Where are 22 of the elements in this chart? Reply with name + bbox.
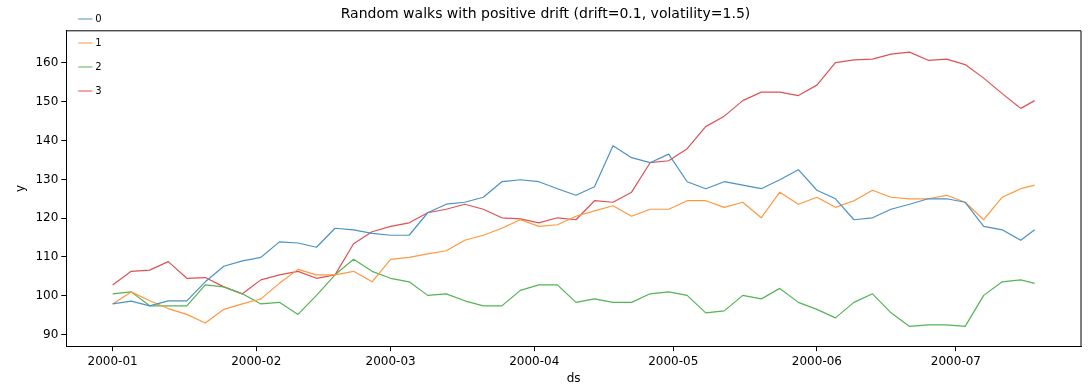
x-tick-label: 2000-06 xyxy=(791,353,842,368)
y-tick-label: 90 xyxy=(43,326,59,341)
legend-label: 3 xyxy=(95,84,102,96)
x-tick-label: 2000-03 xyxy=(365,353,416,368)
x-tick-label: 2000-04 xyxy=(509,353,560,368)
y-tick-label: 120 xyxy=(35,210,59,225)
y-tick-label: 160 xyxy=(35,55,59,70)
legend-label: 2 xyxy=(95,60,102,72)
x-tick-label: 2000-05 xyxy=(648,353,699,368)
chart-title: Random walks with positive drift (drift=0.1, volatility=1.5) xyxy=(340,5,751,22)
legend-label: 1 xyxy=(95,36,102,48)
y-tick-label: 140 xyxy=(35,132,59,147)
y-tick-label: 150 xyxy=(35,93,59,108)
x-tick-label: 2000-07 xyxy=(930,353,981,368)
y-tick-label: 100 xyxy=(35,287,59,302)
legend-label: 0 xyxy=(95,12,102,24)
x-tick-label: 2000-01 xyxy=(87,353,138,368)
x-tick-label: 2000-02 xyxy=(231,353,282,368)
y-tick-label: 110 xyxy=(35,249,59,264)
y-axis-title: y xyxy=(13,184,28,193)
x-axis-title: ds xyxy=(566,370,581,385)
y-tick-label: 130 xyxy=(35,171,59,186)
